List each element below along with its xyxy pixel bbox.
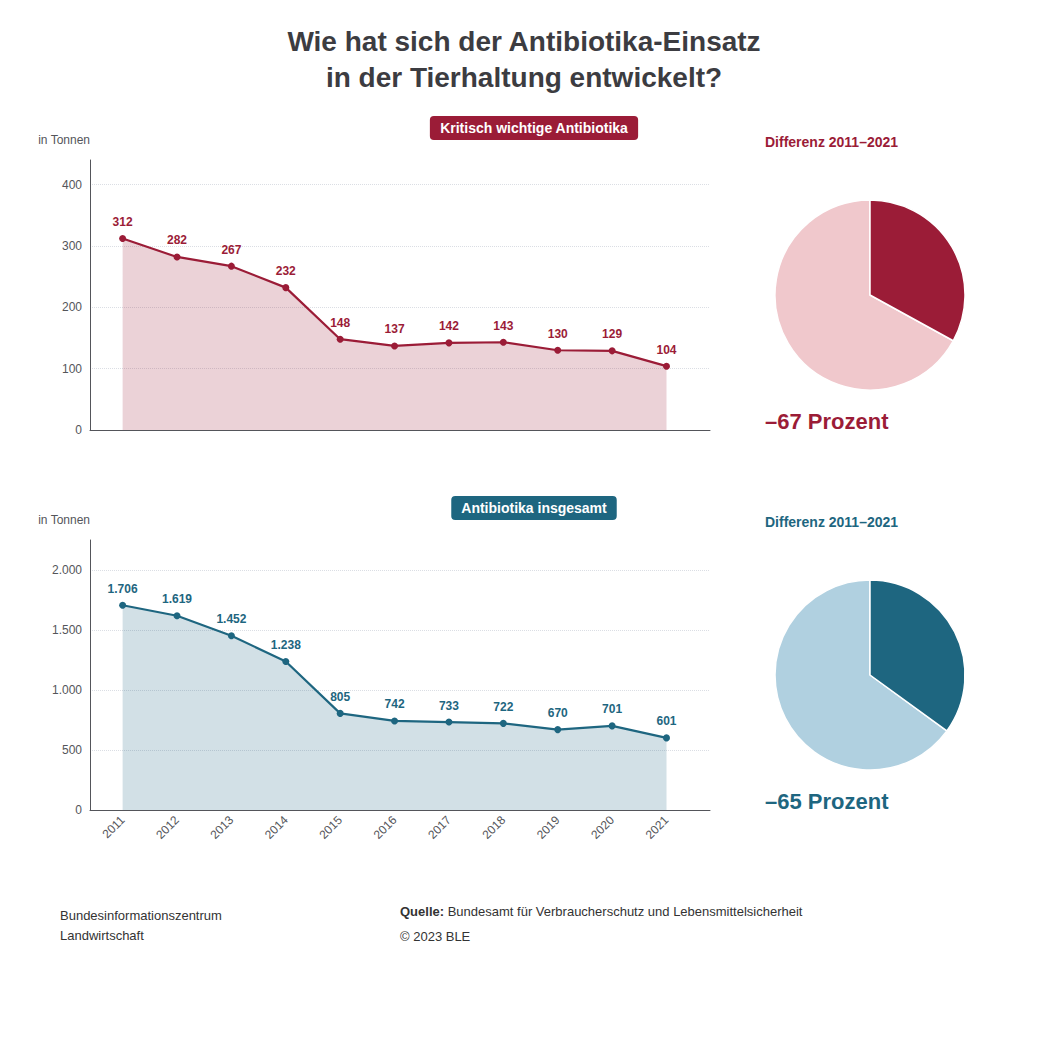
svg-text:137: 137	[385, 322, 405, 336]
svg-text:2014: 2014	[262, 813, 291, 842]
svg-text:500: 500	[62, 743, 82, 757]
svg-text:Differenz 2011–2021: Differenz 2011–2021	[765, 134, 898, 150]
svg-text:1.000: 1.000	[52, 683, 82, 697]
svg-text:2021: 2021	[643, 813, 672, 842]
svg-text:© 2023 BLE: © 2023 BLE	[400, 929, 471, 944]
svg-text:–67 Prozent: –67 Prozent	[765, 409, 889, 434]
svg-text:733: 733	[439, 699, 459, 713]
svg-text:1.452: 1.452	[216, 612, 246, 626]
svg-text:2017: 2017	[425, 813, 454, 842]
svg-text:Kritisch wichtige Antibiotika: Kritisch wichtige Antibiotika	[440, 120, 628, 136]
svg-text:2011: 2011	[99, 813, 127, 841]
svg-text:in der Tierhaltung entwickelt?: in der Tierhaltung entwickelt?	[326, 62, 722, 93]
svg-text:in Tonnen: in Tonnen	[38, 513, 90, 527]
svg-text:129: 129	[602, 327, 622, 341]
svg-text:2019: 2019	[534, 813, 563, 842]
svg-text:104: 104	[656, 343, 676, 357]
svg-text:143: 143	[493, 319, 513, 333]
svg-text:805: 805	[330, 690, 350, 704]
svg-text:148: 148	[330, 316, 350, 330]
svg-text:142: 142	[439, 319, 459, 333]
svg-text:300: 300	[62, 239, 82, 253]
svg-text:601: 601	[656, 714, 676, 728]
svg-text:1.706: 1.706	[108, 582, 138, 596]
svg-text:0: 0	[75, 803, 82, 817]
svg-text:1.238: 1.238	[271, 638, 301, 652]
svg-text:400: 400	[62, 178, 82, 192]
svg-text:100: 100	[62, 362, 82, 376]
svg-text:282: 282	[167, 233, 187, 247]
svg-text:1.500: 1.500	[52, 623, 82, 637]
svg-text:Quelle:: Quelle:	[400, 904, 444, 919]
svg-text:2016: 2016	[371, 813, 400, 842]
svg-text:Antibiotika insgesamt: Antibiotika insgesamt	[461, 500, 607, 516]
svg-text:312: 312	[113, 215, 133, 229]
svg-text:in Tonnen: in Tonnen	[38, 133, 90, 147]
svg-text:2.000: 2.000	[52, 563, 82, 577]
svg-text:–65 Prozent: –65 Prozent	[765, 789, 889, 814]
svg-text:670: 670	[548, 706, 568, 720]
svg-text:2015: 2015	[316, 813, 345, 842]
svg-text:2013: 2013	[208, 813, 237, 842]
svg-text:701: 701	[602, 702, 622, 716]
svg-text:Bundesinformationszentrum: Bundesinformationszentrum	[60, 908, 222, 923]
svg-text:232: 232	[276, 264, 296, 278]
svg-text:Wie hat sich der Antibiotika-E: Wie hat sich der Antibiotika-Einsatz	[287, 26, 760, 57]
svg-text:0: 0	[75, 423, 82, 437]
svg-text:742: 742	[385, 697, 405, 711]
svg-text:Landwirtschaft: Landwirtschaft	[60, 928, 144, 943]
svg-text:267: 267	[221, 243, 241, 257]
svg-text:722: 722	[493, 700, 513, 714]
svg-text:2018: 2018	[480, 813, 509, 842]
svg-text:Bundesamt für Verbraucherschut: Bundesamt für Verbraucherschutz und Lebe…	[444, 904, 803, 919]
svg-text:Differenz 2011–2021: Differenz 2011–2021	[765, 514, 898, 530]
svg-text:200: 200	[62, 300, 82, 314]
svg-text:2012: 2012	[153, 813, 182, 842]
svg-text:130: 130	[548, 327, 568, 341]
svg-text:2020: 2020	[588, 813, 617, 842]
svg-text:1.619: 1.619	[162, 592, 192, 606]
